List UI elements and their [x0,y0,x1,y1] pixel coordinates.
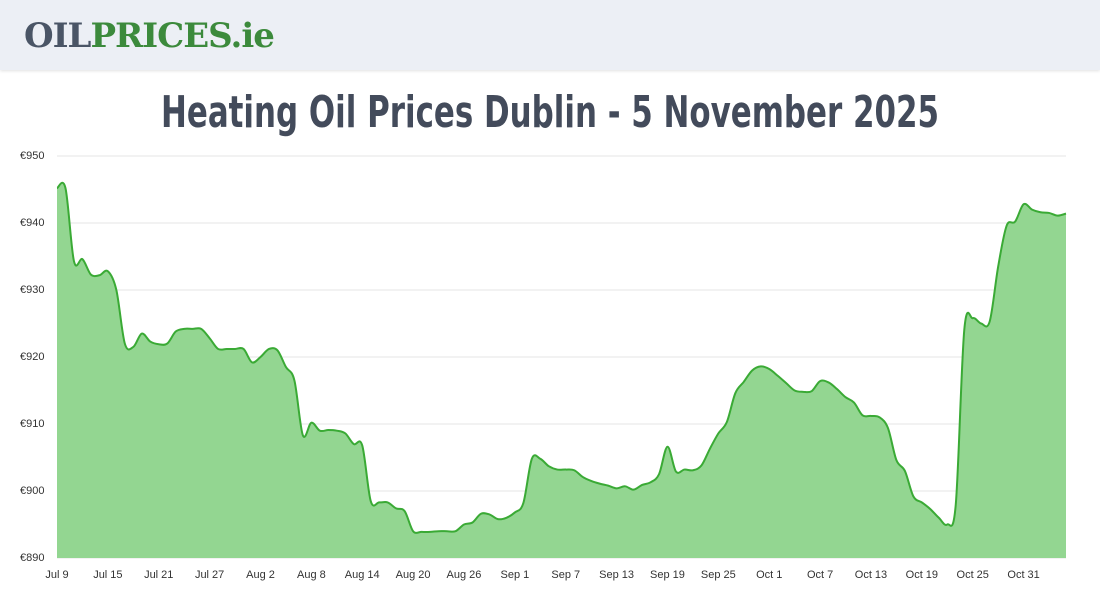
chart-title: Heating Oil Prices Dublin - 5 November 2… [161,87,939,138]
x-tick-label: Jul 21 [144,569,173,581]
x-tick-label: Jul 27 [195,569,224,581]
y-tick-label: €890 [20,552,44,564]
y-tick-label: €900 [20,485,44,497]
x-tick-label: Sep 25 [701,569,736,581]
x-tick-label: Sep 7 [551,569,580,581]
x-tick-label: Aug 2 [246,569,275,581]
x-tick-label: Oct 31 [1007,569,1039,581]
x-tick-label: Aug 14 [345,569,380,581]
chart: Heating Oil Prices Dublin - 5 November 2… [20,87,1067,581]
area-fill [57,182,1066,558]
header: OILPRICES.ie [0,0,1100,70]
x-tick-label: Aug 20 [396,569,431,581]
x-tick-label: Oct 13 [855,569,887,581]
x-tick-label: Oct 25 [957,569,989,581]
logo-text: OIL [24,16,91,56]
x-tick-label: Jul 15 [93,569,122,581]
y-tick-label: €950 [20,150,44,162]
x-tick-label: Aug 26 [447,569,482,581]
x-tick-label: Aug 8 [297,569,326,581]
x-tick-label: Oct 1 [756,569,782,581]
x-tick-label: Sep 13 [599,569,634,581]
logo-text: PRICES.ie [90,16,274,56]
x-tick-label: Jul 9 [45,569,68,581]
y-tick-label: €930 [20,284,44,296]
x-tick-label: Sep 1 [500,569,529,581]
x-tick-label: Oct 19 [906,569,938,581]
y-tick-label: €910 [20,418,44,430]
line [56,181,1067,534]
y-tick-label: €920 [20,351,44,363]
y-tick-label: €940 [20,217,44,229]
logo[interactable]: OILPRICES.ie [24,16,275,56]
x-tick-label: Sep 19 [650,569,685,581]
x-tick-label: Oct 7 [807,569,833,581]
